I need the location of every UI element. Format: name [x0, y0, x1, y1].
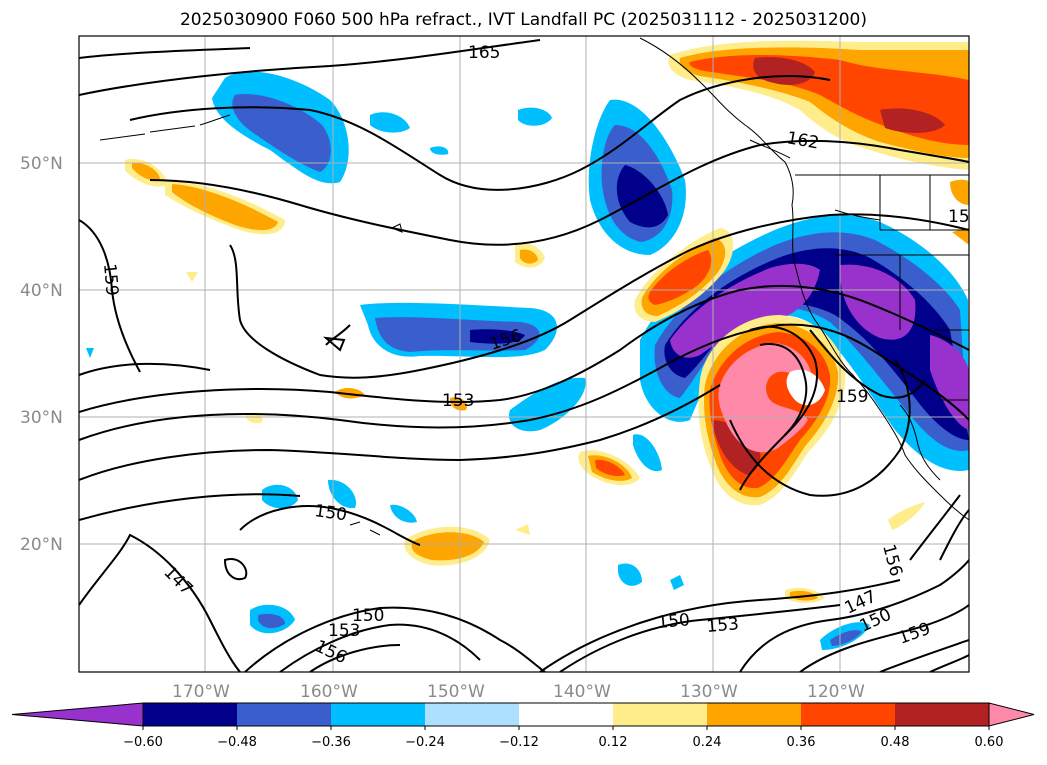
- refractivity-shading: [86, 40, 969, 650]
- lon-label-130w: 130°W: [680, 682, 738, 702]
- contour-label: 150: [352, 606, 384, 626]
- colorbar-bin: [707, 703, 802, 726]
- colorbar-bin: [331, 703, 426, 726]
- coastlines: [99, 37, 969, 536]
- longitude-labels: 170°W 160°W 150°W 140°W 130°W 120°W: [172, 682, 865, 702]
- colorbar-bin: [895, 703, 990, 726]
- colorbar-bin: [613, 703, 708, 726]
- colorbar-tick-label: 0.36: [787, 735, 816, 750]
- colorbar-bin: [237, 703, 332, 726]
- lon-label-160w: 160°W: [300, 682, 358, 702]
- contour-label: 153: [328, 621, 360, 641]
- contour-label: 153: [706, 614, 740, 637]
- contour-label: 165: [468, 43, 500, 63]
- plot-frame: [78, 35, 970, 673]
- contour-label: 15: [948, 207, 970, 227]
- colorbar-tick-label: −0.24: [405, 735, 445, 750]
- contour-label: 153: [442, 391, 474, 411]
- lat-label-20n: 20°N: [20, 535, 63, 555]
- lat-label-50n: 50°N: [20, 154, 63, 174]
- latitude-labels: 50°N 40°N 30°N 20°N: [20, 154, 63, 555]
- colorbar-bin: [519, 703, 614, 726]
- lon-label-150w: 150°W: [427, 682, 485, 702]
- contour-label: 159: [99, 263, 122, 297]
- colorbar-tick-label: 0.24: [693, 735, 722, 750]
- lat-label-30n: 30°N: [20, 408, 63, 428]
- colorbar-bin: [425, 703, 520, 726]
- contour-label: 150: [313, 501, 348, 525]
- colorbar-bin: [143, 703, 238, 726]
- height-contours: [79, 39, 969, 672]
- colorbar-tick-label: 0.12: [599, 735, 628, 750]
- contour-label: 150: [657, 610, 691, 633]
- colorbar-tick-label: −0.48: [217, 735, 257, 750]
- colorbar-tick-label: 0.60: [975, 735, 1004, 750]
- lon-label-120w: 120°W: [807, 682, 865, 702]
- map-title: 2025030900 F060 500 hPa refract., IVT La…: [179, 10, 867, 30]
- lat-label-40n: 40°N: [20, 281, 63, 301]
- colorbar-extend-low: [11, 702, 144, 727]
- colorbar-tick-label: −0.60: [123, 735, 163, 750]
- colorbar-frame: [142, 702, 990, 727]
- contour-label: 159: [836, 387, 868, 407]
- colorbar: −0.60 −0.48 −0.36 −0.24 −0.12 0.12 0.24 0.36 0.4…: [11, 702, 1035, 750]
- colorbar-tick-label: −0.36: [311, 735, 351, 750]
- colorbar-bin: [801, 703, 896, 726]
- colorbar-extend-high: [988, 702, 1035, 727]
- colorbar-tick-label: −0.12: [499, 735, 539, 750]
- lon-label-170w: 170°W: [172, 682, 230, 702]
- colorbar-tick-label: 0.48: [881, 735, 910, 750]
- lon-label-140w: 140°W: [553, 682, 611, 702]
